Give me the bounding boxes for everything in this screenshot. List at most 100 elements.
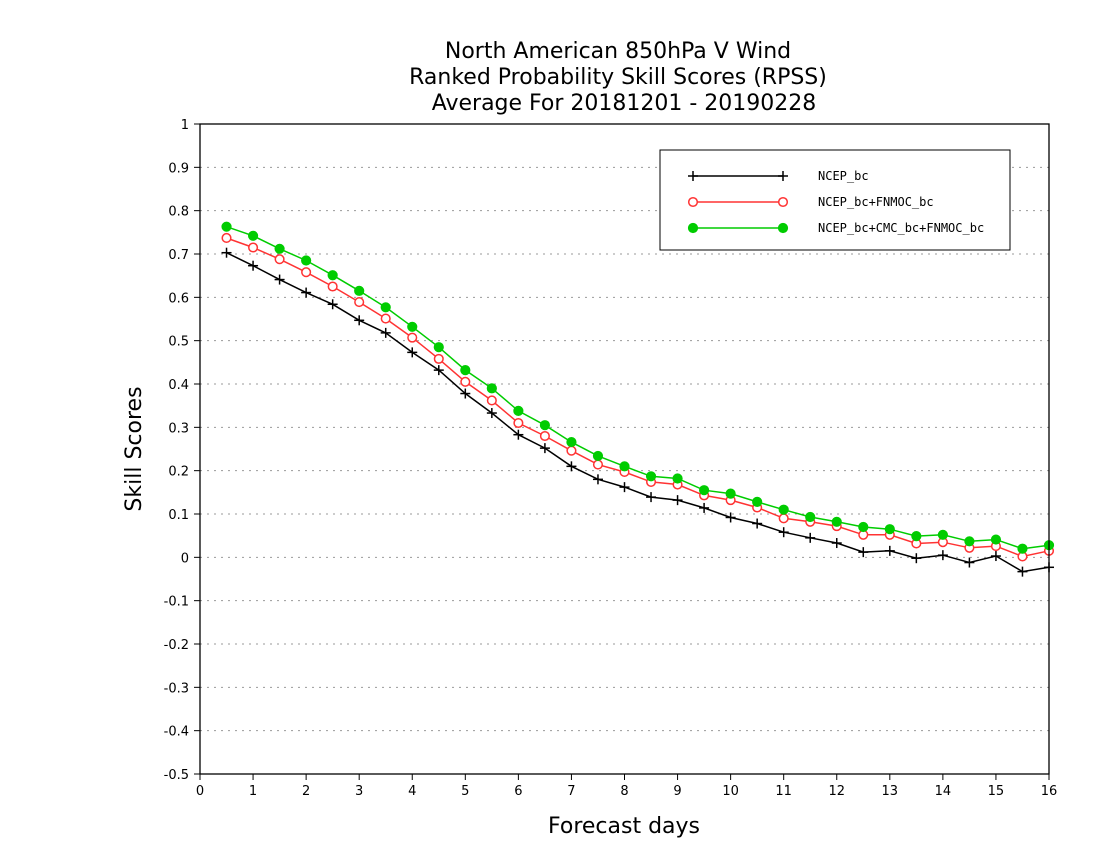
data-point <box>301 287 312 298</box>
data-point <box>1017 566 1028 577</box>
legend-box <box>659 149 1011 251</box>
data-point <box>460 376 471 387</box>
data-point <box>619 461 630 472</box>
data-point <box>619 482 630 493</box>
data-point <box>990 551 1001 562</box>
data-point <box>937 529 948 540</box>
x-tick-label: 4 <box>408 784 416 799</box>
data-point <box>778 513 789 524</box>
data-point <box>672 473 683 484</box>
x-tick-label: 6 <box>514 784 522 799</box>
y-tick-label: 0.7 <box>168 248 189 263</box>
y-tick-label: -0.3 <box>164 681 189 696</box>
data-point <box>407 332 418 343</box>
data-point <box>911 553 922 564</box>
data-point <box>539 430 550 442</box>
data-point <box>566 445 577 456</box>
x-tick-label: 2 <box>302 784 310 799</box>
y-tick-label: 0.6 <box>168 291 189 306</box>
series-line <box>226 252 1050 573</box>
y-tick-label: 0.8 <box>168 205 189 220</box>
data-point <box>274 243 285 254</box>
data-point <box>687 222 699 234</box>
series-0 <box>221 247 1054 577</box>
y-tick-label: 0 <box>181 551 189 566</box>
data-point <box>831 538 842 549</box>
data-point <box>513 405 524 416</box>
data-point <box>566 461 577 472</box>
data-point <box>301 255 312 266</box>
x-tick-label: 14 <box>935 784 952 799</box>
data-point <box>301 267 312 278</box>
data-point <box>354 315 365 326</box>
data-point <box>274 254 285 265</box>
y-tick-label: 0.2 <box>168 465 189 480</box>
data-point <box>858 547 869 558</box>
x-tick-label: 15 <box>988 784 1005 799</box>
axis-ticks: 1 0.9 0.8 0.7 0.6 0.5 0.4 0.3 0.2 0.1 0 -0.1 -0.2 -0.… <box>164 118 1058 799</box>
data-point <box>486 408 497 419</box>
data-point <box>221 247 232 258</box>
data-point <box>513 417 524 429</box>
data-point <box>858 521 869 533</box>
data-point <box>407 321 418 332</box>
data-point <box>752 496 763 507</box>
y-tick-label: 0.9 <box>168 161 189 176</box>
data-point <box>486 383 497 394</box>
data-point <box>805 511 816 523</box>
series-line <box>226 225 1050 550</box>
data-point <box>687 196 699 208</box>
data-point <box>698 485 710 496</box>
legend-label: NCEP_bc <box>818 169 869 183</box>
data-point <box>407 347 418 358</box>
data-point <box>221 221 232 232</box>
series-group <box>221 221 1055 577</box>
series-1 <box>221 232 1055 562</box>
y-tick-label: 1 <box>181 118 189 133</box>
legend-label: NCEP_bc+FNMOC_bc <box>818 195 934 209</box>
data-point <box>274 274 285 285</box>
data-point <box>884 524 895 535</box>
x-tick-label: 16 <box>1041 784 1058 799</box>
data-point <box>460 388 471 399</box>
data-point <box>699 502 710 513</box>
title-line-2: Ranked Probability Skill Scores (RPSS) <box>409 65 827 90</box>
y-tick-label: 0.5 <box>168 335 189 350</box>
data-point <box>964 557 975 568</box>
y-tick-label: 0.4 <box>168 378 189 393</box>
data-point <box>380 313 391 324</box>
title-line-1: North American 850hPa V Wind <box>445 39 791 64</box>
data-point <box>247 230 259 241</box>
data-point <box>513 429 524 440</box>
legend: NCEP_bc NCEP_bc+FNMOC_bc NCEP_bc+CMC_bc+FN… <box>659 149 1011 251</box>
x-tick-label: 3 <box>355 784 363 799</box>
data-point <box>778 171 788 181</box>
data-point <box>592 450 604 462</box>
x-tick-label: 7 <box>567 784 575 799</box>
data-point <box>688 171 698 181</box>
data-point <box>778 527 789 538</box>
x-tick-label: 11 <box>775 784 792 799</box>
data-point <box>964 536 975 547</box>
grid <box>200 166 1049 732</box>
y-tick-label: -0.4 <box>164 725 189 740</box>
data-point <box>990 534 1002 545</box>
data-point <box>645 471 657 482</box>
x-tick-label: 1 <box>249 784 257 799</box>
data-point <box>539 443 550 454</box>
legend-entry-2: NCEP_bc+CMC_bc+FNMOC_bc <box>687 221 984 235</box>
y-tick-label: -0.2 <box>164 638 189 653</box>
data-point <box>884 545 895 556</box>
x-axis-label: Forecast days <box>548 814 700 839</box>
data-point <box>646 492 657 503</box>
data-point <box>805 532 816 543</box>
x-tick-label: 5 <box>461 784 469 799</box>
data-point <box>1017 543 1028 554</box>
data-point <box>592 474 603 485</box>
data-point <box>327 281 338 292</box>
data-point <box>539 420 551 431</box>
data-point <box>327 299 338 310</box>
y-tick-label: 0.1 <box>168 508 189 523</box>
y-tick-label: 0.3 <box>168 421 189 436</box>
